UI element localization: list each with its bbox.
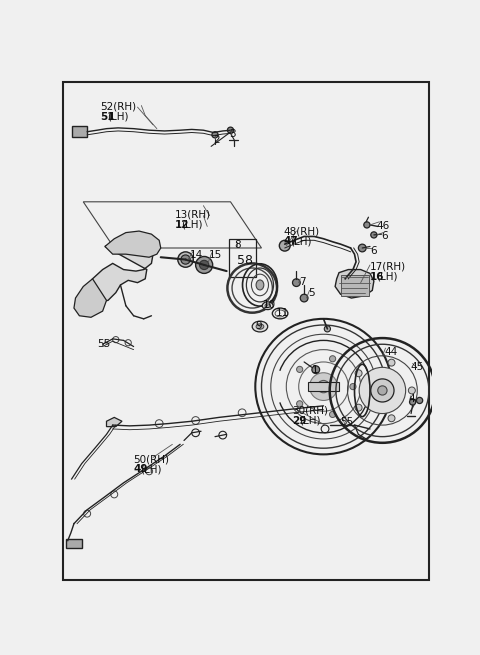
Text: (LH): (LH) (376, 272, 398, 282)
Text: 50(RH): 50(RH) (133, 455, 169, 464)
Circle shape (371, 232, 377, 238)
Text: 6: 6 (382, 231, 388, 241)
Circle shape (300, 294, 308, 302)
Text: 12: 12 (175, 219, 189, 229)
Bar (308, 382, 339, 391)
Circle shape (355, 370, 362, 377)
Circle shape (324, 326, 330, 332)
Text: 9: 9 (255, 321, 262, 331)
Text: 29: 29 (292, 416, 307, 426)
Text: 8: 8 (234, 240, 241, 250)
Circle shape (355, 404, 362, 411)
Text: 4: 4 (409, 394, 415, 404)
Circle shape (408, 387, 415, 394)
Text: 3: 3 (229, 128, 236, 139)
Circle shape (196, 257, 213, 273)
Text: 10: 10 (263, 301, 276, 310)
Circle shape (297, 366, 303, 373)
Bar (341, 275, 369, 296)
Polygon shape (87, 239, 153, 302)
Text: (LH): (LH) (107, 112, 128, 122)
Circle shape (310, 373, 337, 400)
Circle shape (359, 244, 366, 252)
Ellipse shape (256, 280, 264, 290)
Circle shape (181, 255, 190, 264)
Circle shape (178, 252, 193, 267)
Circle shape (350, 384, 356, 390)
Circle shape (364, 222, 370, 228)
Text: 16: 16 (370, 272, 384, 282)
Text: 7: 7 (299, 277, 305, 288)
Ellipse shape (262, 302, 273, 310)
Text: 17(RH): 17(RH) (370, 262, 406, 272)
Text: (LH): (LH) (299, 416, 321, 426)
Polygon shape (107, 417, 122, 426)
Text: 55: 55 (340, 417, 354, 428)
Text: 13(RH): 13(RH) (175, 210, 211, 219)
Bar (72, 126, 87, 137)
Circle shape (200, 260, 209, 270)
Text: 48(RH): 48(RH) (283, 227, 319, 236)
Text: 30(RH): 30(RH) (292, 406, 328, 416)
Bar (66, 539, 82, 548)
Bar (229, 239, 256, 277)
Circle shape (317, 381, 330, 393)
Text: (LH): (LH) (290, 236, 311, 246)
Circle shape (292, 279, 300, 286)
Text: 44: 44 (384, 346, 397, 356)
Text: (LH): (LH) (181, 219, 203, 229)
Circle shape (329, 356, 336, 362)
Circle shape (329, 411, 336, 417)
Circle shape (312, 365, 320, 373)
Text: 49: 49 (133, 464, 148, 474)
Text: 1: 1 (312, 365, 319, 375)
Circle shape (409, 399, 416, 405)
Text: 51: 51 (100, 112, 115, 122)
Circle shape (228, 127, 234, 133)
Text: 6: 6 (370, 246, 377, 257)
Circle shape (417, 398, 423, 403)
Text: 52(RH): 52(RH) (100, 102, 136, 112)
Text: 46: 46 (376, 221, 389, 231)
Circle shape (297, 401, 303, 407)
Text: (LH): (LH) (140, 464, 162, 474)
Polygon shape (335, 270, 374, 298)
Polygon shape (74, 279, 107, 317)
Text: 58: 58 (237, 254, 252, 267)
Circle shape (371, 379, 394, 402)
Text: 47: 47 (283, 236, 298, 246)
Circle shape (388, 359, 395, 366)
Ellipse shape (256, 324, 264, 329)
Circle shape (388, 415, 395, 422)
Circle shape (212, 132, 218, 138)
Text: 5: 5 (308, 288, 314, 298)
Circle shape (378, 386, 387, 395)
Text: 14: 14 (190, 250, 204, 259)
Text: 45: 45 (410, 362, 423, 372)
Circle shape (279, 240, 290, 251)
Text: 15: 15 (209, 250, 222, 259)
Text: 55: 55 (97, 339, 110, 349)
Text: 2: 2 (214, 135, 220, 145)
Ellipse shape (252, 321, 268, 332)
Text: 11: 11 (276, 308, 288, 318)
Ellipse shape (265, 304, 270, 308)
Circle shape (359, 367, 406, 413)
Polygon shape (105, 231, 161, 257)
